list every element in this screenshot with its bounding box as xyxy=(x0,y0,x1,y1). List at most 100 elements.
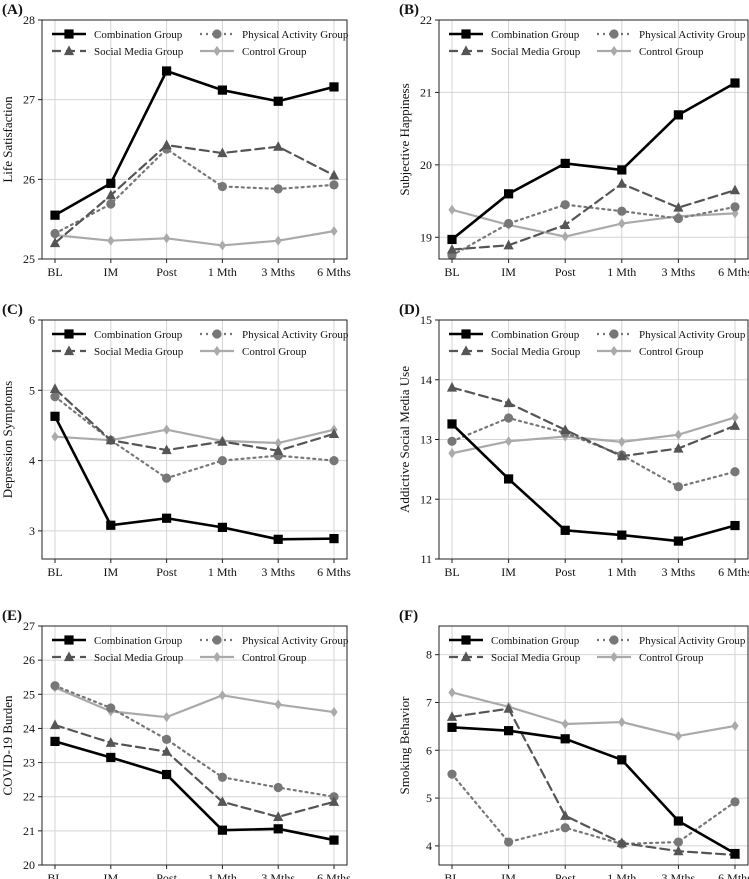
data-point-social-media-group xyxy=(49,383,61,393)
legend-label-physical-activity-group: Physical Activity Group xyxy=(639,29,746,41)
legend-marker-physical-activity-group xyxy=(609,29,619,39)
data-point-combination-group xyxy=(329,835,339,845)
data-point-control-group xyxy=(505,436,513,447)
series-line-social-media-group xyxy=(53,387,336,452)
data-point-physical-activity-group xyxy=(217,181,227,192)
x-tick-label: BL xyxy=(47,871,62,879)
legend-label-physical-activity-group: Physical Activity Group xyxy=(242,635,349,647)
data-point-combination-group xyxy=(162,513,172,523)
x-tick-label: 3 Mths xyxy=(261,565,295,579)
data-point-control-group xyxy=(218,240,226,251)
legend-marker-combination-group xyxy=(461,635,471,645)
data-point-social-media-group xyxy=(328,428,340,438)
y-axis-label: Subjective Happiness xyxy=(397,83,412,195)
y-tick-label: 13 xyxy=(420,433,432,447)
panel-a: (A) 25 26 27 28 BL IM Post 1 Mth 3 Mths 6 Mths Life… xyxy=(0,2,351,279)
data-point-social-media-group xyxy=(673,845,684,856)
x-tick-label: 6 Mths xyxy=(317,871,351,879)
data-point-social-media-group xyxy=(273,445,284,455)
data-point-combination-group xyxy=(673,110,683,120)
series-line-social-media-group xyxy=(450,707,737,857)
data-point-physical-activity-group xyxy=(730,202,740,212)
data-point-physical-activity-group xyxy=(50,681,60,691)
data-point-social-media-group xyxy=(273,141,284,151)
y-tick-label: 7 xyxy=(426,695,432,709)
data-point-control-group xyxy=(163,233,171,244)
panel-label: (A) xyxy=(2,2,23,18)
legend: Combination Group Physical Activity Group… xyxy=(52,329,349,358)
series-line-physical-activity-group xyxy=(53,684,336,798)
y-tick-label: 26 xyxy=(23,172,35,186)
data-point-control-group xyxy=(674,730,682,742)
legend-label-physical-activity-group: Physical Activity Group xyxy=(639,329,746,341)
legend-label-control-group: Control Group xyxy=(639,346,704,358)
legend-label-combination-group: Combination Group xyxy=(94,29,183,41)
series-line-social-media-group xyxy=(53,143,336,245)
data-point-social-media-group xyxy=(328,796,340,806)
series-line-combination-group xyxy=(450,81,737,241)
data-point-physical-activity-group xyxy=(504,413,514,423)
data-point-combination-group xyxy=(730,848,740,859)
series-line-combination-group xyxy=(53,69,336,217)
y-axis-label: Smoking Behavior xyxy=(397,696,412,795)
data-point-social-media-group xyxy=(217,436,228,446)
panel-label: (E) xyxy=(2,608,22,624)
series-line-control-group xyxy=(53,686,336,719)
panel-b: (B) 19 20 21 22 BL IM Post 1 Mth 3 Mths 6 Mths Subj… xyxy=(397,2,749,279)
data-point-combination-group xyxy=(217,522,227,532)
series-line-physical-activity-group xyxy=(53,395,336,480)
data-point-social-media-group xyxy=(560,810,571,820)
panel-label: (D) xyxy=(399,302,420,318)
series-line-control-group xyxy=(53,230,336,247)
series-line-physical-activity-group xyxy=(450,773,737,846)
x-tick-label: 1 Mth xyxy=(208,265,237,279)
data-point-physical-activity-group xyxy=(560,823,570,833)
plot-frame xyxy=(41,625,348,866)
legend-marker-combination-group xyxy=(64,329,74,339)
data-point-combination-group xyxy=(730,78,740,88)
series-line-control-group xyxy=(450,691,737,738)
series-line-physical-activity-group xyxy=(53,147,336,235)
legend-marker-combination-group xyxy=(64,635,74,645)
data-point-combination-group xyxy=(504,726,514,736)
x-tick-label: Post xyxy=(156,871,177,879)
legend-label-social-media-group: Social Media Group xyxy=(491,652,581,664)
data-point-combination-group xyxy=(617,530,627,540)
data-point-combination-group xyxy=(447,722,457,732)
data-point-physical-activity-group xyxy=(50,228,60,239)
x-tick-label: IM xyxy=(103,871,118,879)
data-point-control-group xyxy=(448,204,456,215)
data-point-physical-activity-group xyxy=(673,482,684,492)
y-tick-label: 25 xyxy=(23,687,35,701)
data-point-combination-group xyxy=(329,534,339,544)
data-point-control-group xyxy=(330,226,338,237)
legend-marker-physical-activity-group xyxy=(212,329,222,339)
data-point-social-media-group xyxy=(328,169,340,180)
series-line-combination-group xyxy=(450,422,737,543)
x-tick-label: 1 Mth xyxy=(607,265,636,279)
legend: Combination Group Physical Activity Group… xyxy=(449,635,746,664)
data-point-control-group xyxy=(731,412,739,423)
x-tick-label: 3 Mths xyxy=(662,871,696,879)
legend: Combination Group Physical Activity Group… xyxy=(52,29,349,58)
data-point-social-media-group xyxy=(616,450,627,461)
data-point-combination-group xyxy=(217,825,227,835)
legend-marker-control-group xyxy=(213,345,221,357)
x-tick-label: BL xyxy=(444,565,459,579)
data-point-social-media-group xyxy=(105,737,116,747)
data-point-social-media-group xyxy=(217,147,228,158)
data-point-physical-activity-group xyxy=(217,455,227,466)
legend-marker-control-group xyxy=(213,651,221,663)
y-tick-label: 20 xyxy=(23,858,35,872)
x-tick-label: 6 Mths xyxy=(317,265,351,279)
x-tick-label: Post xyxy=(555,265,576,279)
legend-label-social-media-group: Social Media Group xyxy=(94,346,184,358)
y-tick-label: 26 xyxy=(23,653,35,667)
y-tick-label: 14 xyxy=(420,373,432,387)
legend: Combination Group Physical Activity Group… xyxy=(52,635,349,664)
legend-marker-control-group xyxy=(610,345,618,357)
data-point-combination-group xyxy=(273,96,283,106)
data-point-control-group xyxy=(330,706,338,718)
plot-frame xyxy=(438,319,749,560)
